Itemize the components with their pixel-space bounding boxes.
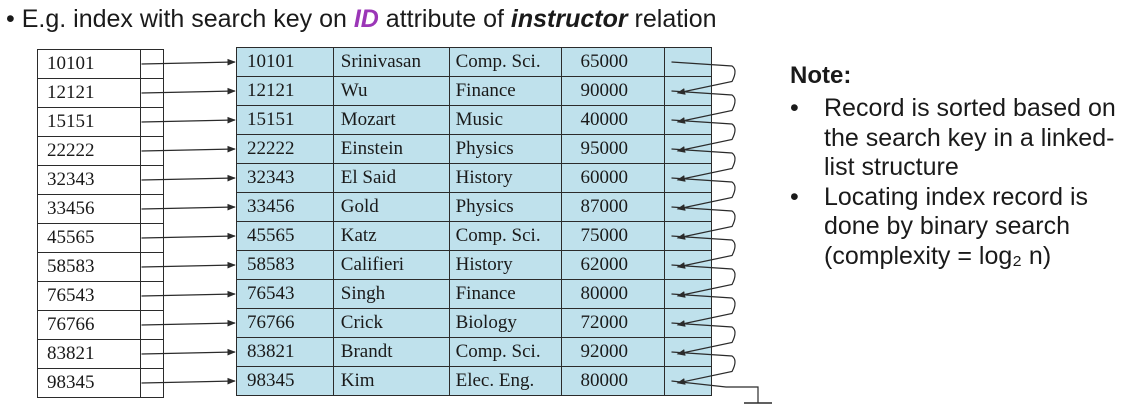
index-pointer-arrow <box>141 319 236 327</box>
record-name: Srinivasan <box>332 47 450 77</box>
note-bullet: • <box>790 182 799 211</box>
record-row: 76766 Crick Biology 72000 <box>236 308 712 338</box>
index-entry: 12121 <box>37 78 164 108</box>
slide-heading: • E.g. index with search key on ID attri… <box>6 3 717 35</box>
instructor-records: 10101 Srinivasan Comp. Sci. 65000 12121 Wu Fin… <box>236 47 712 396</box>
index-key: 22222 <box>37 136 141 166</box>
index-pointer-arrow <box>141 290 236 298</box>
record-dept: Comp. Sci. <box>448 337 563 367</box>
heading-text-pre: E.g. index with search key on <box>21 5 347 33</box>
record-dept: Comp. Sci. <box>448 47 563 77</box>
record-dept: History <box>448 163 563 193</box>
record-row: 10101 Srinivasan Comp. Sci. 65000 <box>236 47 712 77</box>
index-pointer-arrow <box>141 87 236 95</box>
record-name: Singh <box>332 279 450 309</box>
note-item-text: Locating index record is done by binary … <box>824 182 1089 270</box>
index-entry: 33456 <box>37 194 164 224</box>
next-record-arrow <box>671 235 736 269</box>
heading-text-mid: attribute of <box>385 5 504 33</box>
record-salary: 40000 <box>561 105 666 135</box>
next-record-arrow <box>671 119 736 153</box>
record-dept: Elec. Eng. <box>448 366 563 396</box>
next-record-arrow <box>671 293 736 327</box>
record-dept: Physics <box>448 192 563 222</box>
index-pointer-arrow <box>141 58 236 66</box>
record-name: Gold <box>332 192 450 222</box>
index-key: 33456 <box>37 194 141 224</box>
record-dept: Finance <box>448 279 563 309</box>
record-salary: 62000 <box>561 250 666 280</box>
record-dept: History <box>448 250 563 280</box>
record-id: 15151 <box>236 105 334 135</box>
record-row: 33456 Gold Physics 87000 <box>236 192 712 222</box>
index-entry: 45565 <box>37 223 164 253</box>
record-salary: 87000 <box>561 192 666 222</box>
record-id: 22222 <box>236 134 334 164</box>
index-pointer-arrow <box>141 116 236 124</box>
next-record-arrow <box>671 61 736 95</box>
null-pointer-line <box>671 380 759 403</box>
note-panel: Note: • Record is sorted based on the se… <box>790 60 1125 271</box>
record-id: 98345 <box>236 366 334 396</box>
heading-search-key: ID <box>353 5 379 33</box>
record-id: 76543 <box>236 279 334 309</box>
index-key: 45565 <box>37 223 141 253</box>
record-salary: 72000 <box>561 308 666 338</box>
record-name: Kim <box>332 366 450 396</box>
record-row: 83821 Brandt Comp. Sci. 92000 <box>236 337 712 367</box>
record-name: Wu <box>332 76 450 106</box>
next-record-arrow <box>671 177 736 211</box>
index-pointer-arrow <box>141 145 236 153</box>
record-name: Califieri <box>332 250 450 280</box>
record-salary: 95000 <box>561 134 666 164</box>
index-pointer-arrow <box>141 203 236 211</box>
index-key: 15151 <box>37 107 141 137</box>
heading-bullet: • <box>6 5 15 33</box>
next-record-arrow <box>671 264 736 298</box>
note-bullet: • <box>790 94 799 122</box>
index-pointer-arrow <box>141 348 236 356</box>
record-id: 32343 <box>236 163 334 193</box>
next-record-arrow <box>671 351 736 385</box>
record-salary: 75000 <box>561 221 666 251</box>
record-row: 22222 Einstein Physics 95000 <box>236 134 712 164</box>
record-name: Einstein <box>332 134 450 164</box>
record-row: 32343 El Said History 60000 <box>236 163 712 193</box>
record-id: 45565 <box>236 221 334 251</box>
index-key: 58583 <box>37 252 141 282</box>
record-salary: 80000 <box>561 366 666 396</box>
note-list: • Record is sorted based on the search k… <box>790 94 1125 271</box>
index-pointer-arrow <box>141 174 236 182</box>
record-name: Mozart <box>332 105 450 135</box>
record-salary: 92000 <box>561 337 666 367</box>
note-item-text: Record is sorted based on the search key… <box>824 94 1116 181</box>
record-salary: 65000 <box>561 47 666 77</box>
next-record-arrow <box>671 90 736 124</box>
note-item: • Record is sorted based on the search k… <box>790 94 1125 183</box>
record-id: 83821 <box>236 337 334 367</box>
record-id: 58583 <box>236 250 334 280</box>
index-pointer-arrow <box>141 261 236 269</box>
index-pointer-arrow <box>141 232 236 240</box>
note-item: • Locating index record is done by binar… <box>790 183 1125 272</box>
index-key: 12121 <box>37 78 141 108</box>
next-record-arrow <box>671 206 736 240</box>
index-pointer-arrow <box>141 377 236 385</box>
heading-text-post: relation <box>634 5 717 33</box>
index-key: 76543 <box>37 281 141 311</box>
next-record-arrow <box>671 322 736 356</box>
note-title: Note: <box>790 62 852 89</box>
index-key: 10101 <box>37 49 141 79</box>
record-dept: Physics <box>448 134 563 164</box>
record-name: El Said <box>332 163 450 193</box>
record-dept: Comp. Sci. <box>448 221 563 251</box>
record-dept: Biology <box>448 308 563 338</box>
index-entry: 22222 <box>37 136 164 166</box>
next-record-arrow <box>671 148 736 182</box>
heading-relation-name: instructor <box>510 5 628 33</box>
